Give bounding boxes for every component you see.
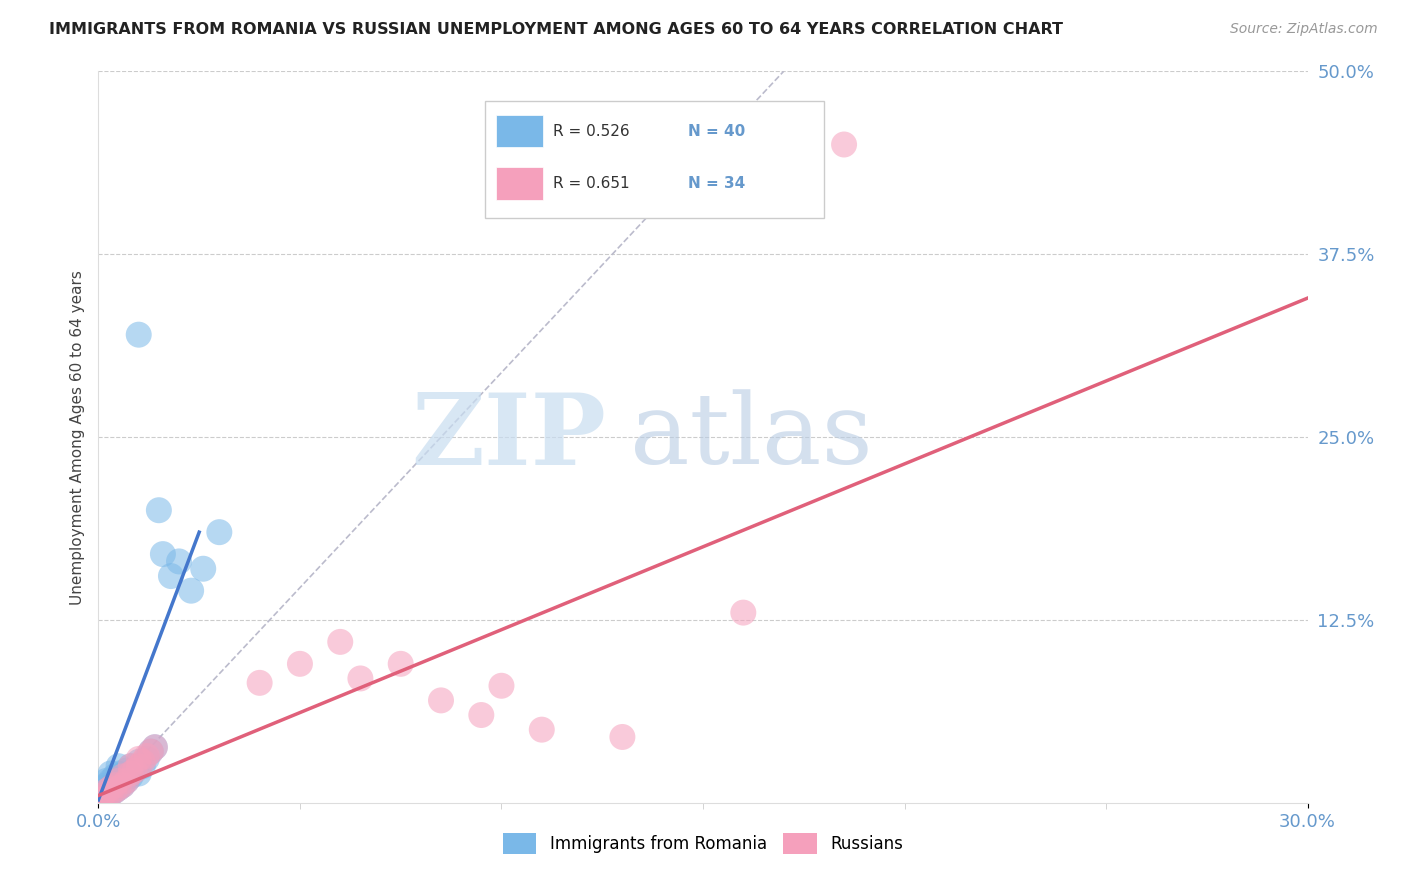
Point: [128, 766, 150, 780]
Point: [107, 773, 129, 788]
Point: [135, 752, 157, 766]
Point: [96, 789, 118, 804]
Point: [100, 766, 122, 780]
Point: [249, 676, 271, 690]
Point: [103, 778, 125, 792]
Point: [103, 784, 125, 798]
Point: [143, 740, 166, 755]
Point: [135, 749, 157, 764]
Point: [139, 745, 162, 759]
Point: [100, 781, 122, 796]
Point: [832, 137, 855, 152]
Point: [143, 740, 166, 755]
Point: [491, 679, 513, 693]
Point: [124, 764, 146, 778]
Point: [128, 752, 150, 766]
Point: [115, 773, 138, 788]
Y-axis label: Unemployment Among Ages 60 to 64 years: Unemployment Among Ages 60 to 64 years: [69, 269, 84, 605]
Point: [107, 759, 129, 773]
Point: [100, 787, 122, 801]
Point: [115, 773, 138, 788]
Point: [107, 781, 129, 796]
Point: [152, 547, 174, 561]
Point: [91, 793, 114, 807]
Point: [96, 784, 118, 798]
Point: [96, 773, 118, 788]
Text: ZIP: ZIP: [412, 389, 606, 485]
Point: [115, 764, 138, 778]
Point: [111, 778, 134, 792]
Point: [91, 781, 114, 796]
Point: [91, 793, 114, 807]
Point: [612, 730, 634, 744]
Point: [107, 773, 129, 788]
Point: [132, 755, 155, 769]
Point: [349, 672, 371, 686]
Point: [128, 327, 150, 342]
Point: [100, 773, 122, 788]
Point: [91, 789, 114, 804]
Point: [193, 562, 215, 576]
Point: [148, 503, 170, 517]
Point: [120, 759, 142, 773]
Point: [96, 784, 118, 798]
Point: [107, 766, 129, 780]
Text: Source: ZipAtlas.com: Source: ZipAtlas.com: [1230, 22, 1378, 37]
Point: [329, 635, 352, 649]
Point: [733, 606, 755, 620]
Point: [124, 764, 146, 778]
Point: [160, 569, 183, 583]
Point: [96, 778, 118, 792]
Point: [139, 745, 162, 759]
Text: IMMIGRANTS FROM ROMANIA VS RUSSIAN UNEMPLOYMENT AMONG AGES 60 TO 64 YEARS CORREL: IMMIGRANTS FROM ROMANIA VS RUSSIAN UNEMP…: [49, 22, 1063, 37]
Point: [128, 759, 150, 773]
Point: [107, 781, 129, 796]
Point: [288, 657, 311, 671]
Point: [91, 787, 114, 801]
Point: [167, 554, 190, 568]
Point: [96, 789, 118, 803]
Point: [111, 769, 134, 783]
Point: [389, 657, 412, 671]
Point: [132, 759, 155, 773]
Point: [530, 723, 553, 737]
Point: [100, 781, 122, 796]
Point: [120, 769, 142, 783]
Point: [103, 784, 125, 798]
Point: [103, 769, 125, 783]
Point: [111, 778, 134, 792]
Point: [120, 766, 142, 780]
Point: [111, 769, 134, 783]
Point: [103, 778, 125, 792]
Point: [91, 789, 114, 803]
Point: [180, 583, 202, 598]
Point: [208, 525, 231, 540]
Point: [100, 787, 122, 801]
Legend: Immigrants from Romania, Russians: Immigrants from Romania, Russians: [496, 827, 910, 860]
Point: [128, 755, 150, 769]
Point: [430, 693, 453, 707]
Point: [120, 759, 142, 773]
Point: [470, 708, 492, 723]
Text: atlas: atlas: [630, 389, 873, 485]
